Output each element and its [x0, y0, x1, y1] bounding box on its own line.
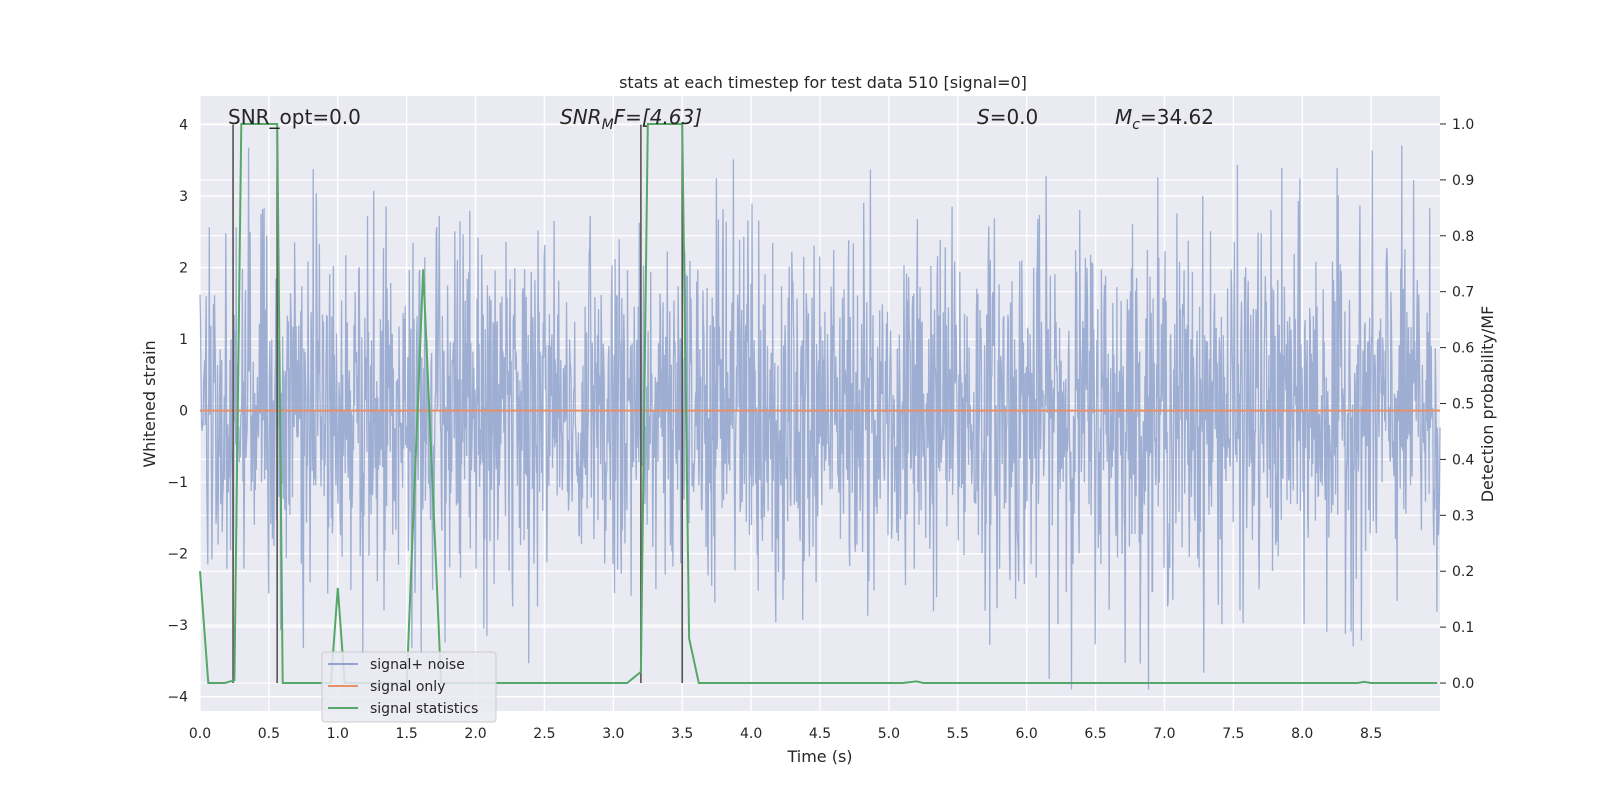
y2-tick-label: 0.8 [1452, 229, 1474, 245]
x-tick-label: 5.0 [878, 726, 900, 742]
annotation-snr-mf-rest: F=[4.63] [614, 105, 702, 129]
series-line-signal-statistics [199, 123, 1438, 684]
x-tick-label: 2.5 [533, 726, 555, 742]
y2-tick-label: 0.9 [1452, 173, 1474, 189]
series-signal-statistics [199, 123, 1438, 684]
y2-tick-label: 0.3 [1452, 508, 1474, 524]
legend-label-signal-only: signal only [370, 679, 445, 695]
legend-label-signal-statistics: signal statistics [370, 701, 478, 717]
y-tick-label: 3 [179, 189, 188, 205]
legend-box [321, 651, 497, 723]
x-tick-label: 8.0 [1291, 726, 1313, 742]
annotation-mc-rest: =34.62 [1140, 105, 1214, 129]
y-tick-label: −4 [167, 690, 188, 706]
annotation-s-rest: =0.0 [990, 105, 1039, 129]
y2-tick-label: 0.6 [1452, 341, 1474, 357]
series-line-signal-noise [199, 145, 1441, 690]
y-tick-label: 4 [179, 118, 188, 134]
y-tick-label: −1 [167, 475, 188, 491]
annotation-s-main: S [977, 105, 990, 129]
x-tick-label: 5.5 [947, 726, 969, 742]
x-tick-label: 2.0 [464, 726, 486, 742]
y2-tick-label: 0.0 [1452, 676, 1474, 692]
legend-label-signal-noise: signal+ noise [370, 657, 465, 673]
x-tick-label: 3.5 [671, 726, 693, 742]
x-tick-label: 6.0 [1016, 726, 1038, 742]
x-tick-label: 8.5 [1360, 726, 1382, 742]
annotation-snr-mf-sub: M [602, 117, 614, 133]
y-tick-label: 2 [179, 261, 188, 277]
annotation-snr-mf: SNRMF=[4.63] [560, 105, 702, 133]
y2-tick-label: 1.0 [1452, 117, 1474, 133]
annotation-s: S=0.0 [977, 105, 1038, 129]
chart-title: stats at each timestep for test data 510… [619, 73, 1027, 92]
legend: signal+ noise signal only signal statist… [321, 651, 497, 723]
y-tick-label: 1 [179, 332, 188, 348]
x-tick-label: 1.0 [327, 726, 349, 742]
x-tick-label: 6.5 [1084, 726, 1106, 742]
y2-tick-label: 0.2 [1452, 564, 1474, 580]
x-tick-label: 4.0 [740, 726, 762, 742]
vertical-markers [232, 124, 684, 684]
y-tick-label: −2 [167, 547, 188, 563]
y2-axis-label: Detection probability/MF [1478, 306, 1497, 503]
y2-tick-label: 0.4 [1452, 452, 1474, 468]
annotation-mc-sub: c [1132, 117, 1140, 133]
y2-tick-label: 0.1 [1452, 620, 1474, 636]
x-tick-label: 4.5 [809, 726, 831, 742]
y-tick-label: −3 [167, 618, 188, 634]
x-tick-label: 3.0 [602, 726, 624, 742]
x-tick-label: 1.5 [396, 726, 418, 742]
x-tick-labels: 0.0 0.5 1.0 1.5 2.0 2.5 3.0 3.5 4.0 4.5 5.0 5.5 6.0 6… [189, 726, 1382, 742]
annotation-snr-mf-main: SNR [560, 105, 602, 129]
y-tick-labels: 4 3 2 1 0 −1 −2 −3 −4 [167, 118, 188, 706]
y2-tick-label: 0.5 [1452, 397, 1474, 413]
y-tick-label: 0 [179, 404, 188, 420]
y2-tick-label: 0.7 [1452, 285, 1474, 301]
y2-tick-labels: 1.0 0.9 0.8 0.7 0.6 0.5 0.4 0.3 0.2 0.1 0.0 [1440, 117, 1474, 692]
series-signal-noise [199, 145, 1441, 690]
x-tick-label: 7.0 [1153, 726, 1175, 742]
x-tick-label: 0.5 [258, 726, 280, 742]
x-tick-label: 0.0 [189, 726, 211, 742]
annotation-mc: Mc=34.62 [1115, 105, 1214, 133]
x-tick-label: 7.5 [1222, 726, 1244, 742]
y-axis-label: Whitened strain [140, 340, 159, 467]
annotation-mc-main: M [1115, 105, 1132, 129]
annotation-snr-opt: SNR_opt=0.0 [228, 105, 361, 129]
x-axis-label: Time (s) [786, 747, 852, 766]
